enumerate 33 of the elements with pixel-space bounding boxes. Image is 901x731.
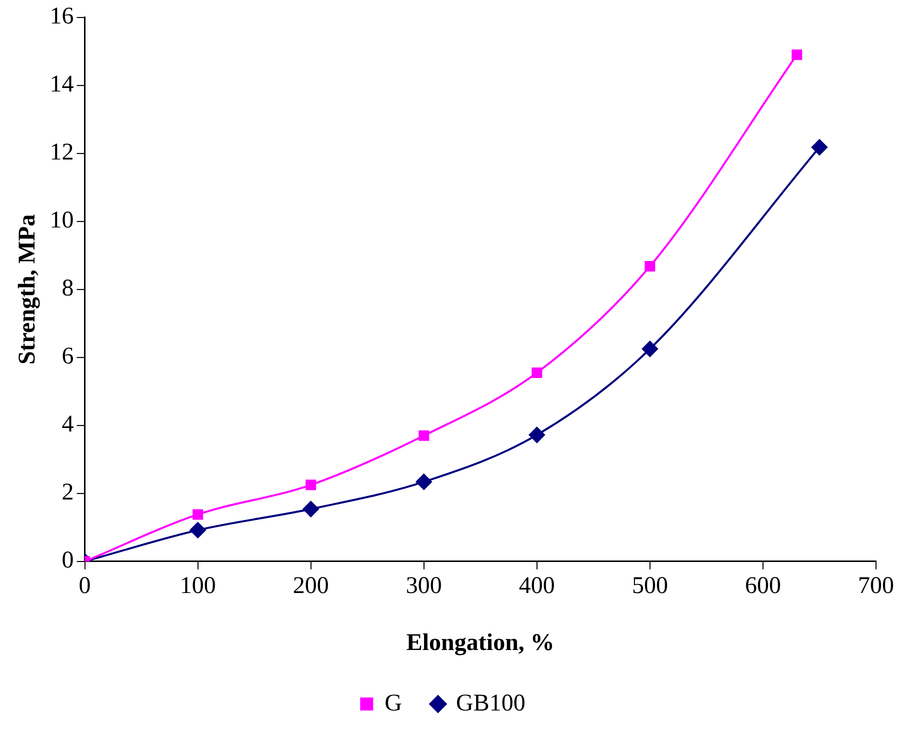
point bbox=[190, 522, 206, 538]
point bbox=[528, 426, 545, 443]
point bbox=[418, 430, 430, 441]
x-tick-label: 0 bbox=[78, 573, 91, 600]
y-tick-label: 6 bbox=[62, 344, 74, 370]
y-tick-label: 8 bbox=[62, 276, 74, 302]
point bbox=[192, 509, 204, 520]
y-tick-label: 4 bbox=[62, 412, 74, 438]
x-tick-label: 400 bbox=[518, 573, 555, 600]
y-tick-label: 12 bbox=[50, 140, 74, 166]
y-tick-label: 0 bbox=[62, 548, 74, 574]
x-tick-label: 100 bbox=[180, 573, 216, 600]
y-axis-title: Strength, MPa bbox=[14, 214, 41, 365]
x-tick-label: 700 bbox=[858, 573, 894, 600]
point bbox=[532, 367, 542, 378]
y-tick-label: 2 bbox=[62, 480, 74, 506]
x-tick-label: 200 bbox=[292, 573, 329, 600]
x-tick-label: 500 bbox=[632, 573, 668, 600]
y-tick-label: 14 bbox=[50, 72, 74, 98]
x-tick-label: 600 bbox=[744, 573, 781, 600]
y-tick-label: 10 bbox=[50, 208, 74, 234]
point bbox=[306, 480, 316, 490]
x-axis-title: Elongation, % bbox=[406, 630, 554, 656]
legend-label: GB100 bbox=[456, 690, 526, 716]
point bbox=[416, 474, 432, 490]
legend-label: G bbox=[384, 690, 402, 716]
point bbox=[642, 340, 658, 357]
y-tick-label: 16 bbox=[50, 4, 74, 30]
point bbox=[644, 261, 656, 272]
x-tick-label: 300 bbox=[406, 573, 442, 600]
point bbox=[302, 501, 319, 518]
point bbox=[792, 50, 802, 60]
point bbox=[811, 139, 828, 156]
